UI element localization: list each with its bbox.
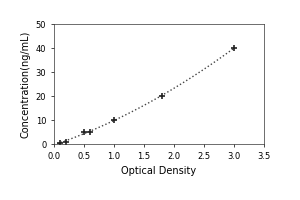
X-axis label: Optical Density: Optical Density: [122, 166, 196, 176]
Y-axis label: Concentration(ng/mL): Concentration(ng/mL): [20, 30, 30, 138]
